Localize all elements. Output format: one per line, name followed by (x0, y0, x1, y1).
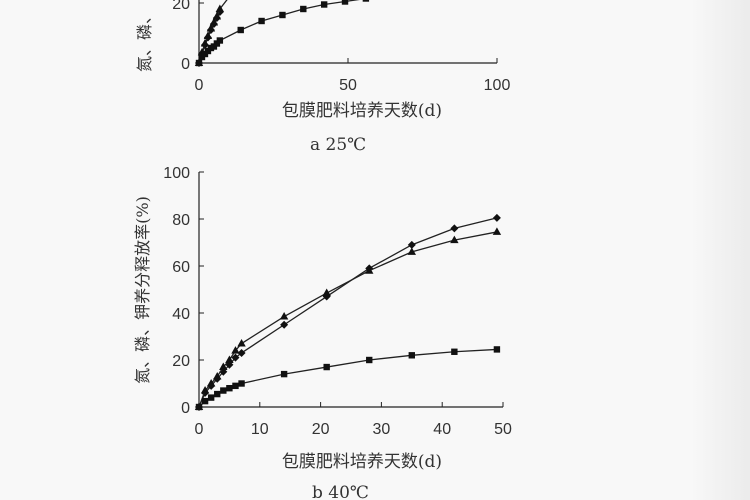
point-triangle (219, 362, 228, 371)
point-triangle (209, 18, 219, 26)
point-triangle (365, 266, 374, 274)
point-triangle (215, 4, 225, 12)
plot-area (194, 0, 370, 67)
point-triangle (225, 355, 234, 363)
point-square (237, 26, 244, 34)
x-tick-label: 20 (312, 421, 330, 438)
x-tick-label: 50 (494, 421, 512, 438)
point-square (232, 382, 239, 390)
x-tick-label: 0 (195, 421, 204, 438)
x-tick-label: 40 (433, 421, 451, 438)
chart-b: 0 10 20 30 40 50 0 20 40 60 80 100 包膜肥料培养天数(d) b 40℃ 氮… (133, 165, 512, 500)
y-tick-label: 20 (172, 353, 190, 370)
point-square (323, 363, 330, 371)
point-square (214, 390, 221, 398)
point-square (408, 352, 415, 359)
x-tick-label: 30 (373, 421, 391, 438)
point-square (280, 370, 288, 378)
panel-caption: a 25℃ (310, 135, 366, 155)
x-tick-label: 100 (484, 77, 511, 94)
page-edge-shadow (690, 0, 750, 500)
y-axis-label: 氮、磷、 (135, 8, 154, 72)
point-triangle (213, 371, 222, 380)
y-tick-label: 40 (172, 306, 190, 323)
point-triangle (492, 227, 502, 235)
y-tick-label: 0 (181, 400, 190, 417)
x-axis-label: 包膜肥料培养天数(d) (282, 452, 442, 472)
series-line-diamond (198, 217, 498, 408)
x-axis-label: 包膜肥料培养天数(d) (282, 101, 442, 121)
point-triangle (237, 339, 246, 347)
point-square (220, 387, 227, 394)
point-diamond (492, 213, 501, 222)
point-diamond (450, 224, 459, 233)
point-square (201, 397, 209, 405)
point-diamond (407, 240, 416, 249)
y-tick-label: 60 (172, 259, 190, 276)
x-tick-label: 10 (251, 421, 269, 438)
point-square (451, 348, 458, 355)
point-triangle (212, 12, 222, 20)
y-tick-label: 0 (181, 56, 190, 73)
point-square (493, 346, 501, 353)
point-triangle (206, 24, 216, 32)
point-square (238, 380, 245, 387)
point-triangle (322, 288, 331, 297)
point-square (195, 59, 203, 67)
point-square (279, 11, 286, 19)
y-tick-label: 80 (172, 212, 190, 229)
y-tick-label: 100 (163, 165, 190, 182)
chart-a: 0 50 100 0 20 包膜肥料培养天数(d) a 25℃ 氮、磷、 (135, 0, 510, 155)
panel-caption: b 40℃ (312, 483, 369, 500)
point-square (207, 394, 215, 401)
point-triangle (450, 235, 459, 244)
point-square (362, 0, 370, 2)
point-square (216, 37, 224, 44)
point-square (366, 356, 373, 364)
point-diamond (231, 353, 240, 362)
point-triangle (407, 247, 416, 255)
point-triangle (200, 39, 210, 47)
point-triangle (206, 379, 216, 387)
point-square (341, 0, 349, 5)
series-line-square (198, 348, 497, 408)
x-tick-label: 0 (195, 77, 204, 94)
plot-area (194, 213, 502, 411)
point-triangle (231, 346, 240, 354)
point-diamond (237, 348, 246, 357)
point-square (258, 17, 265, 25)
point-square (195, 403, 203, 411)
point-square (300, 5, 307, 13)
x-tick-label: 50 (339, 77, 357, 94)
point-diamond (280, 320, 289, 329)
y-tick-label: 20 (172, 0, 190, 13)
point-square (226, 385, 233, 392)
point-triangle (200, 386, 210, 394)
point-square (320, 1, 328, 8)
point-triangle (279, 312, 289, 320)
point-triangle (203, 31, 213, 39)
y-axis-label: 氮、磷、钾养分释放率(%) (133, 196, 152, 384)
